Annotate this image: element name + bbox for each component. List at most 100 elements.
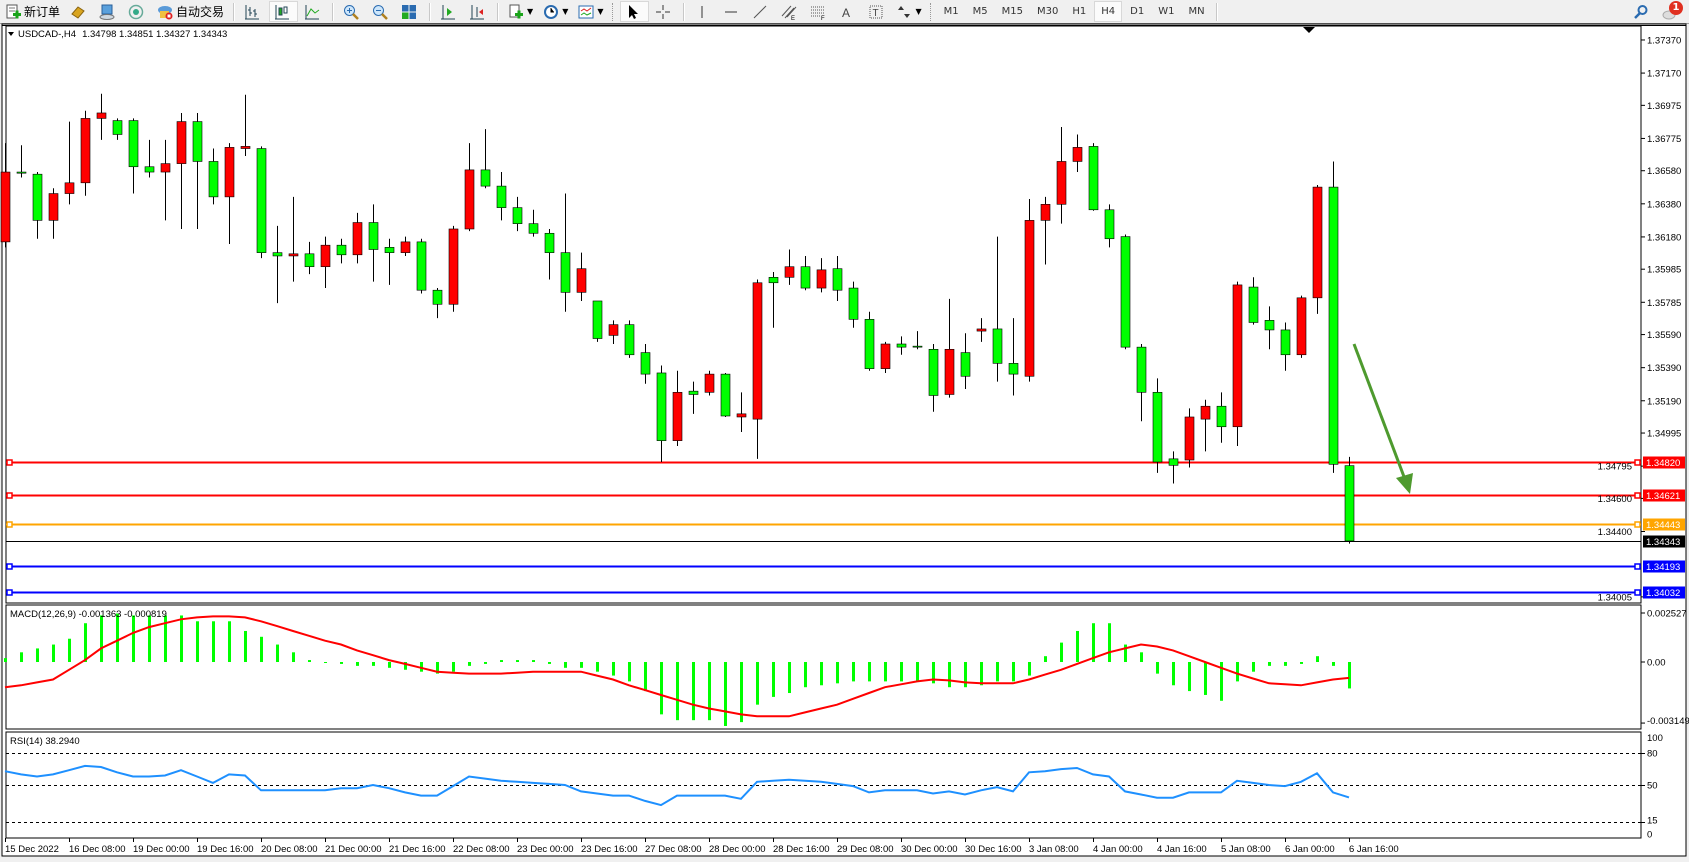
line-chart-icon [304, 4, 320, 20]
indicators-button[interactable]: ▼ [504, 1, 537, 22]
macd-pane[interactable] [5, 604, 1642, 730]
horizontal-line-tool-button[interactable] [719, 1, 746, 22]
zoom-out-button[interactable] [368, 1, 395, 22]
macd-histogram-bar [1348, 662, 1351, 689]
tile-windows-button[interactable] [397, 1, 424, 22]
macd-histogram-bar [916, 662, 919, 682]
bullish-candle-body [1200, 405, 1211, 420]
timeframe-m5-button[interactable]: M5 [972, 6, 988, 17]
timeframe-d1-button[interactable]: D1 [1130, 6, 1145, 17]
line-handle[interactable] [1634, 521, 1641, 528]
level-price-label: 1.34032 [1646, 588, 1680, 599]
cursor-tool-button[interactable] [619, 1, 649, 22]
bearish-candle-body [688, 390, 699, 395]
search-button[interactable] [1629, 1, 1656, 22]
timeframe-h1-button[interactable]: H1 [1072, 6, 1087, 17]
auto-scroll-button[interactable] [436, 1, 463, 22]
line-handle[interactable] [1634, 492, 1641, 499]
bearish-candle-body [960, 352, 971, 377]
macd-histogram-bar [1188, 662, 1191, 692]
macd-histogram-bar [1028, 662, 1031, 676]
macd-histogram-bar [788, 662, 791, 694]
line-handle[interactable] [6, 521, 13, 528]
timeframe-m30-button[interactable]: M30 [1037, 6, 1059, 17]
text-label-tool-button[interactable]: T [864, 1, 891, 22]
arrows-tool-button[interactable]: ▼ [893, 1, 926, 22]
timeframe-m15-button[interactable]: M15 [1001, 6, 1024, 17]
candle [992, 236, 1003, 382]
candle [336, 238, 347, 264]
crosshair-tool-button[interactable] [651, 1, 678, 22]
bearish-candle-body [928, 348, 939, 396]
candle [1120, 234, 1131, 350]
candle [256, 146, 267, 259]
macd-histogram-bar [1092, 623, 1095, 662]
bullish-candle-body [576, 268, 587, 293]
bar-chart-icon [244, 4, 260, 20]
macd-tick-label: 0.002527 [1647, 609, 1687, 620]
line-handle[interactable] [6, 459, 13, 466]
macd-histogram-bar [900, 662, 903, 682]
down-arrow-annotation[interactable] [1352, 343, 1413, 494]
bearish-candle-body [208, 161, 219, 198]
rsi-label: RSI(14) 38.2940 [10, 736, 80, 747]
equidistant-channel-tool-button[interactable]: E [777, 1, 804, 22]
chart-shift-button[interactable] [465, 1, 492, 22]
bearish-candle-body [192, 121, 203, 162]
trendline-tool-button[interactable] [748, 1, 775, 22]
notifications-button[interactable]: 1 [1658, 1, 1688, 22]
candlestick-chart-button[interactable] [269, 1, 299, 22]
bar-chart-button[interactable] [240, 1, 267, 22]
main-price-pane[interactable] [5, 25, 1642, 604]
signals-button[interactable] [124, 1, 151, 22]
vertical-line-tool-button[interactable] [690, 1, 717, 22]
line-chart-button[interactable] [300, 1, 327, 22]
toolbar-divider [332, 2, 335, 21]
macd-histogram-bar [36, 648, 39, 662]
candle [592, 300, 603, 342]
macd-histogram-bar [292, 652, 295, 662]
bearish-candle-body [864, 319, 875, 369]
macd-histogram-bar [548, 662, 551, 664]
macd-histogram-bar [820, 662, 823, 686]
timeframe-m1-button[interactable]: M1 [943, 6, 959, 17]
zoom-in-button[interactable] [339, 1, 366, 22]
chart-symbol-title: USDCAD-,H4 1.34798 1.34851 1.34327 1.3434… [18, 29, 227, 40]
rsi-tick-label: 100 [1647, 733, 1663, 744]
arrows-icon [897, 4, 913, 20]
bearish-candle-body [528, 223, 539, 234]
bearish-candle-body [336, 244, 347, 256]
line-handle[interactable] [6, 492, 13, 499]
time-tick-label: 28 Dec 00:00 [709, 844, 766, 855]
auto-trading-button[interactable]: 自动交易 [153, 1, 228, 22]
candle [320, 236, 331, 289]
bearish-candle-body [384, 247, 395, 253]
templates-button[interactable]: ▼ [574, 1, 607, 22]
timeframe-mn-button[interactable]: MN [1188, 6, 1205, 17]
line-handle[interactable] [6, 563, 13, 570]
market-watch-button[interactable] [66, 1, 93, 22]
line-handle[interactable] [6, 589, 13, 596]
bullish-candle-body [96, 112, 107, 119]
line-handle[interactable] [1634, 459, 1641, 466]
timeframe-h4-button[interactable]: H4 [1094, 1, 1123, 22]
bearish-candle-body [256, 148, 267, 253]
text-label-icon: T [868, 4, 884, 20]
macd-histogram-bar [628, 662, 631, 682]
candle [368, 204, 379, 282]
line-handle[interactable] [1634, 589, 1641, 596]
timeframe-w1-button[interactable]: W1 [1158, 6, 1175, 17]
chart-menu-triangle-icon[interactable] [8, 32, 14, 36]
candle [496, 172, 507, 221]
chart-shift-marker-icon[interactable] [1303, 27, 1315, 33]
navigator-button[interactable] [95, 1, 122, 22]
new-order-button[interactable]: 新订单 [1, 1, 64, 22]
text-tool-button[interactable]: A [835, 1, 862, 22]
level-price-badge [1643, 586, 1685, 599]
periods-button[interactable]: ▼ [539, 1, 572, 22]
macd-histogram-bar [1332, 662, 1335, 666]
fibonacci-tool-button[interactable]: F [806, 1, 833, 22]
bearish-candle-body [896, 343, 907, 348]
line-handle[interactable] [1634, 563, 1641, 570]
